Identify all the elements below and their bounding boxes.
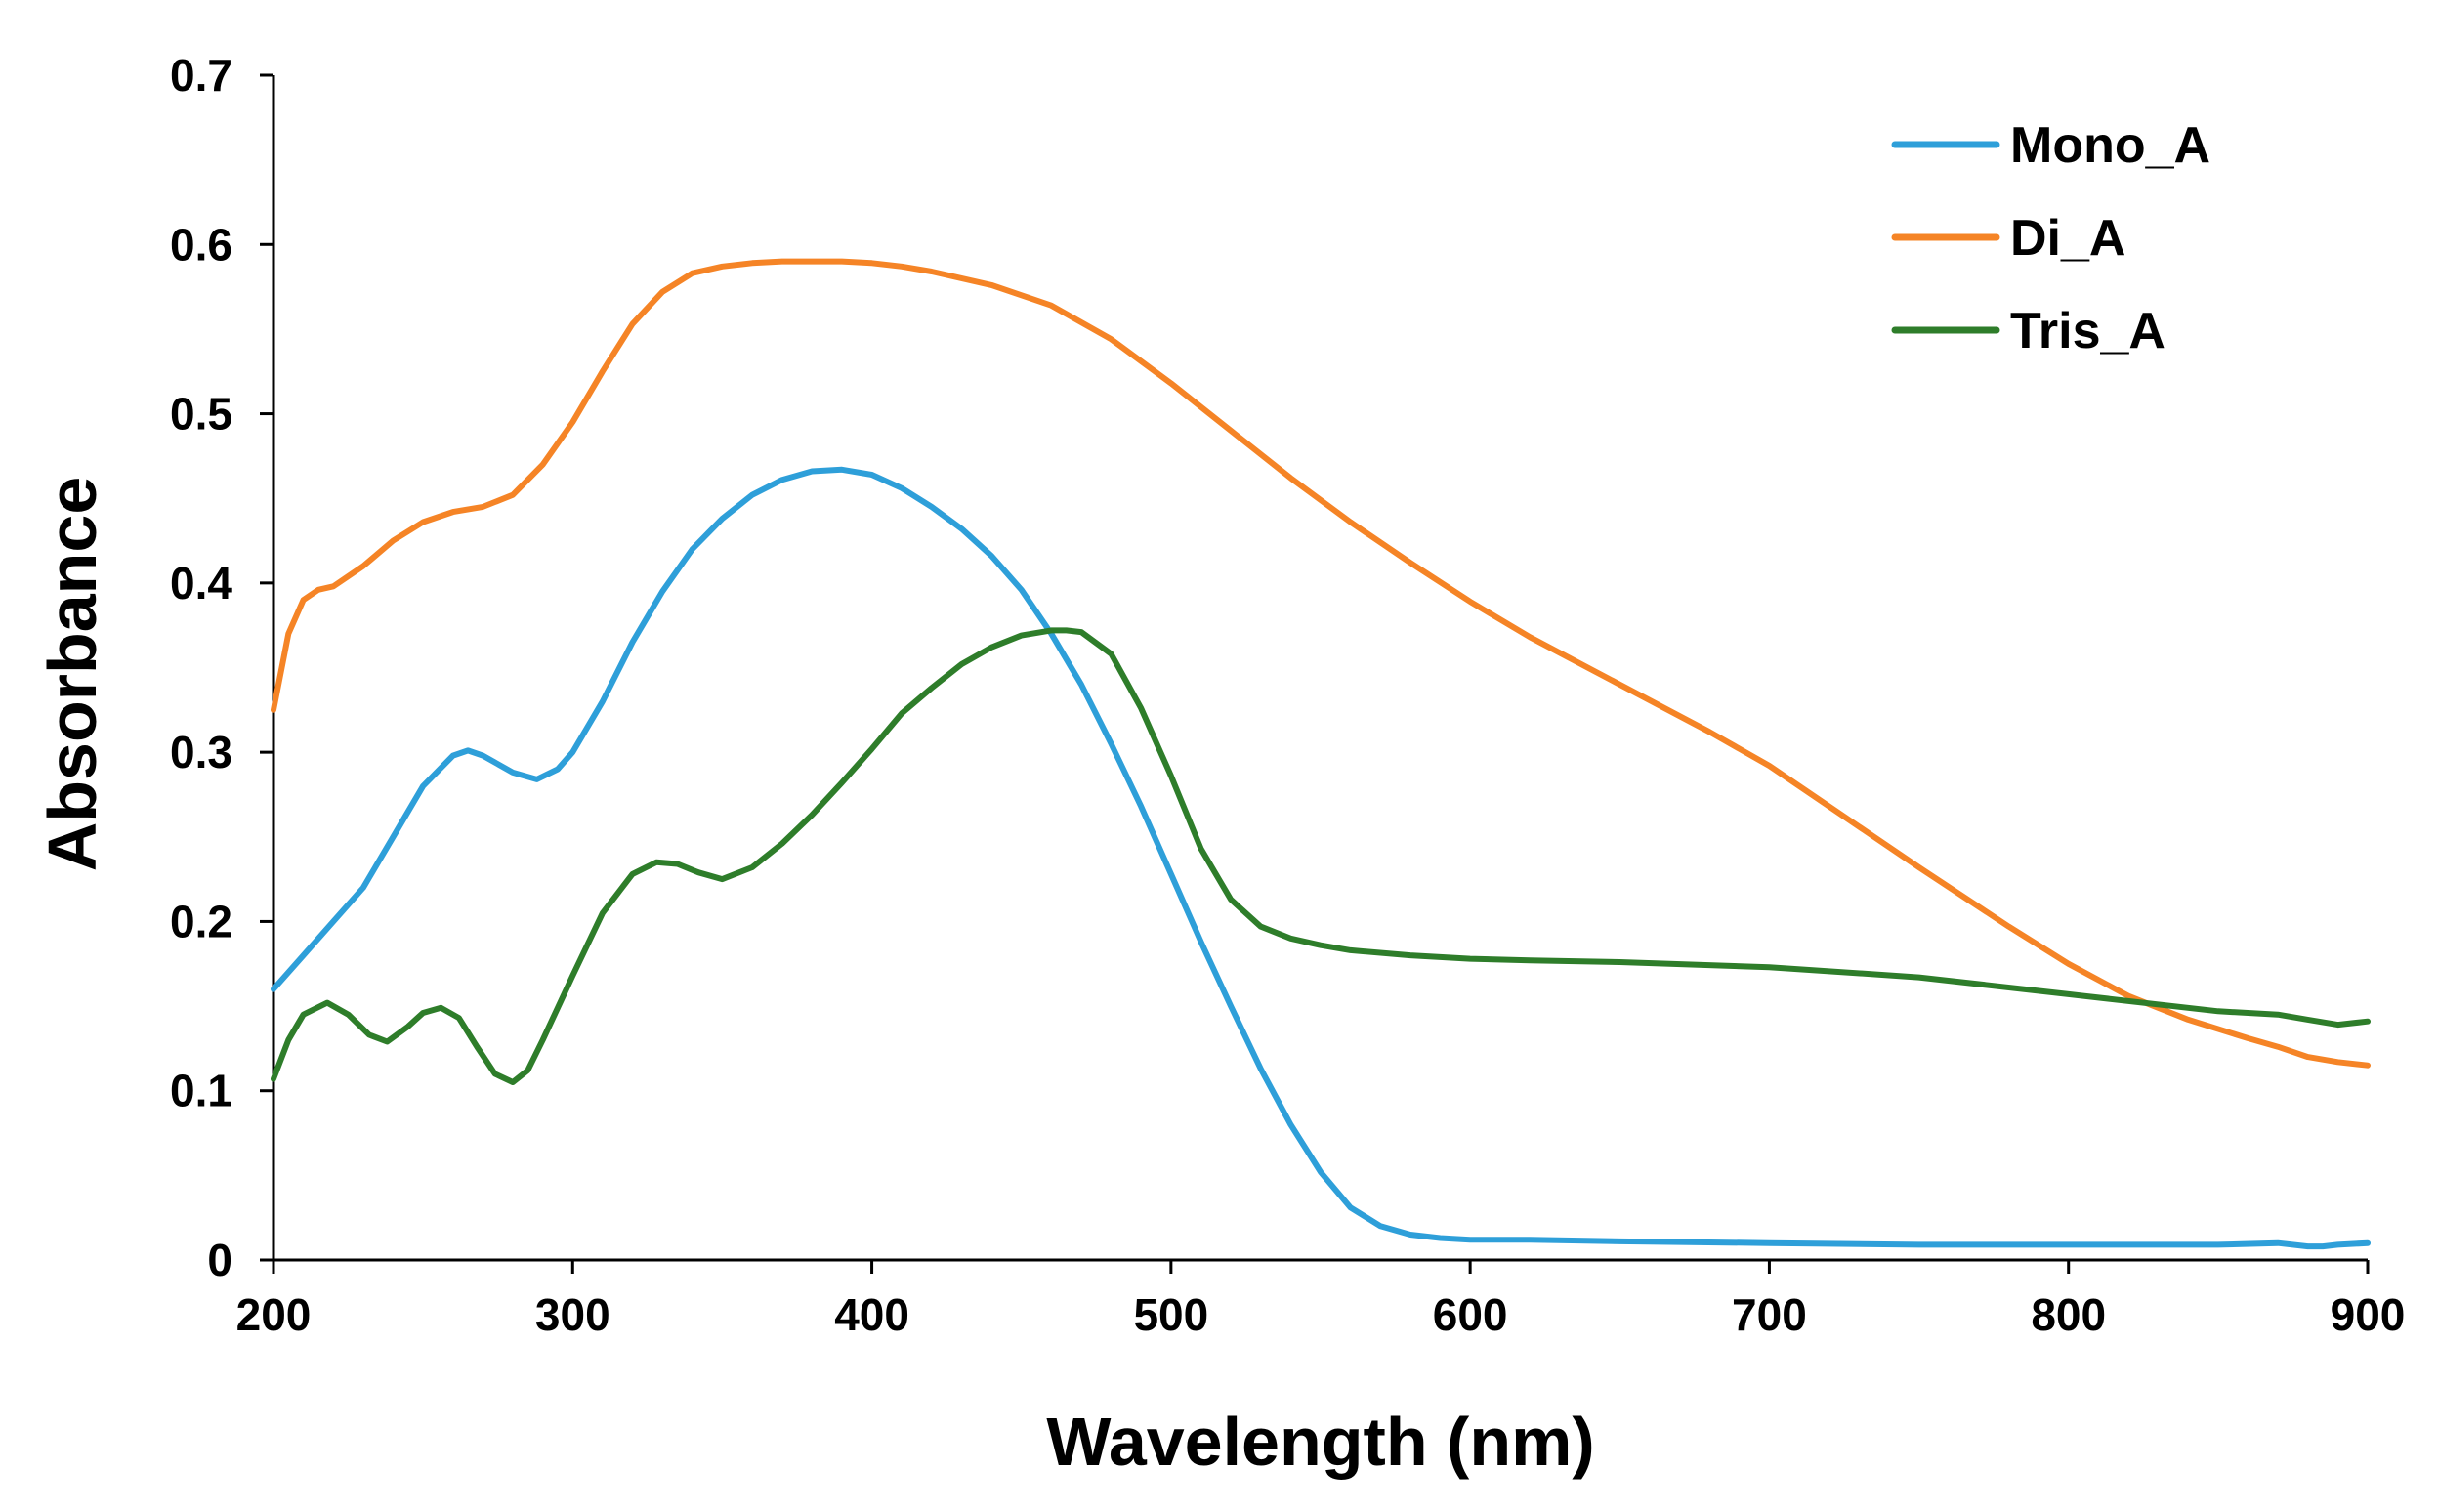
y-tick-label: 0	[207, 1235, 232, 1285]
series-line-di-a	[271, 258, 2371, 1069]
x-tick-label: 200	[236, 1289, 312, 1340]
x-tick-label: 700	[1732, 1289, 1807, 1340]
x-axis-title: Wavelength (nm)	[1046, 1404, 1594, 1480]
y-tick-label: 0.4	[170, 558, 232, 609]
series-line-tris-a	[271, 627, 2371, 1085]
x-tick-label: 800	[2031, 1289, 2106, 1340]
legend-label-di-a: Di_A	[2010, 210, 2125, 267]
legend: Mono_A Di_A Tris_A	[1891, 117, 2210, 359]
x-tick-label: 300	[535, 1289, 610, 1340]
x-tick-label: 600	[1433, 1289, 1508, 1340]
x-tick-label: 400	[834, 1289, 909, 1340]
series-lines	[271, 258, 2371, 1250]
y-tick-label: 0.3	[170, 727, 232, 777]
y-tick-label: 0.6	[170, 219, 232, 270]
y-tick-label: 0.5	[170, 389, 232, 440]
ticks	[260, 73, 2370, 1274]
x-tick-label: 900	[2331, 1289, 2406, 1340]
y-tick-label: 0.1	[170, 1066, 232, 1116]
y-tick-label: 0.2	[170, 896, 232, 946]
tick-labels: 200 300 400 500 600 700 800 900 0 0.1 0.2 0.3 0.4 0.5…	[170, 50, 2405, 1340]
axes	[272, 75, 2368, 1262]
legend-label-tris-a: Tris_A	[2010, 303, 2165, 359]
y-axis-title: Absorbance	[34, 477, 110, 872]
x-tick-label: 500	[1133, 1289, 1208, 1340]
y-tick-label: 0.7	[170, 50, 232, 101]
series-line-mono-a	[271, 466, 2371, 1250]
legend-label-mono-a: Mono_A	[2010, 117, 2210, 174]
